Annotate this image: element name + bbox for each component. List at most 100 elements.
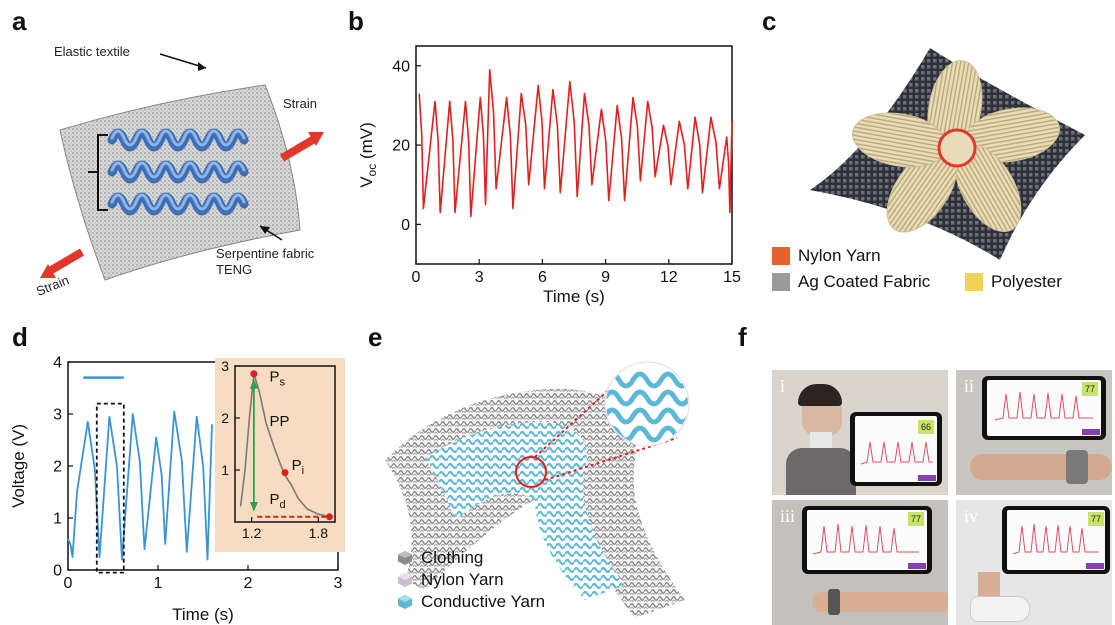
finger-sensor: [828, 589, 840, 615]
phone-display-iv: 77: [1002, 506, 1110, 574]
photo-ankle-monitoring: iv 77: [956, 500, 1112, 625]
hair: [798, 384, 842, 406]
voltage-ytick-label: 1: [53, 511, 62, 528]
serpentine-teng-illustration: [40, 53, 324, 281]
magnify-circle: [515, 456, 547, 488]
inset-xtick-label: 1.2: [242, 525, 262, 541]
finger: [812, 592, 948, 612]
e-legend-item-conductive: Conductive Yarn: [397, 592, 545, 612]
inset-arrow-head-up: [249, 379, 258, 389]
photo-neck-monitoring: i 66: [772, 370, 948, 495]
e-legend-label-conductive: Conductive Yarn: [421, 592, 546, 611]
panel-label-f: f: [738, 322, 747, 352]
voc-xtick-label: 15: [723, 269, 741, 286]
voc-xtick-label: 12: [660, 269, 678, 286]
shirt: [786, 448, 856, 495]
inset-plot-frame: [234, 365, 336, 523]
phone-display-i: 66: [850, 412, 942, 486]
legend-swatch-ag-fabric: [772, 273, 790, 291]
cube-icon-conductive: [398, 595, 412, 609]
photo-numeral-i: i: [780, 376, 786, 396]
legend-item-nylon: Nylon Yarn: [772, 246, 881, 266]
legend-label-polyester: Polyester: [991, 272, 1062, 291]
polyester-petals: [852, 60, 1060, 233]
wrist-sensor: [1066, 450, 1088, 484]
voc-ytick-label: 0: [401, 217, 410, 234]
photo-numeral-ii: ii: [964, 376, 975, 396]
inset-ytick-label: 2: [221, 410, 229, 426]
heart-rate-badge-iv: 77: [1088, 512, 1104, 526]
heart-rate-badge-ii: 77: [1082, 382, 1098, 396]
voc-xtick-label: 9: [601, 269, 610, 286]
e-legend-item-clothing: Clothing: [397, 548, 483, 568]
inset-marker: [250, 370, 258, 378]
voltage-series-line: [67, 410, 213, 561]
voc-ytick-label: 40: [392, 58, 410, 75]
legend-label-ag-fabric: Ag Coated Fabric: [798, 272, 931, 291]
heart-rate-badge-i: 66: [918, 420, 934, 434]
flower-fabric-illustration: [810, 48, 1085, 260]
voltage-ytick-label: 0: [53, 563, 62, 580]
photo-numeral-iv: iv: [964, 506, 979, 526]
voc-xtick-label: 6: [538, 269, 547, 286]
inset-label-ps: Ps: [269, 369, 285, 389]
legend-label-nylon: Nylon Yarn: [798, 246, 881, 265]
electrode-bracket: [88, 134, 108, 211]
inset-label-pd: Pd: [269, 491, 285, 511]
panel-label-b: b: [348, 6, 364, 36]
elastic-textile-label: Elastic textile: [54, 44, 130, 59]
legend-swatch-nylon: [772, 247, 790, 265]
teng-label-line1: Serpentine fabric: [216, 246, 315, 261]
voltage-ylabel: Voltage (V): [9, 424, 28, 508]
wrist: [970, 454, 1112, 480]
panel-label-e: e: [368, 322, 383, 352]
phone-display-ii: 77: [982, 376, 1106, 440]
inset-marker: [281, 469, 289, 477]
photo-numeral-iii: iii: [780, 506, 796, 526]
neck-sensor: [810, 432, 832, 450]
e-legend-label-clothing: Clothing: [421, 548, 484, 567]
knit-clothing-illustration: [385, 361, 690, 618]
sock-sensor: [970, 596, 1030, 622]
photo-finger-monitoring: iii 77: [772, 500, 948, 625]
legend-item-ag-fabric: Ag Coated Fabric: [772, 272, 930, 292]
phone-display-iii: 77: [802, 506, 932, 574]
teng-label-line2: TENG: [216, 262, 253, 277]
voltage-ytick-label: 2: [53, 459, 62, 476]
panel-label-a: a: [12, 6, 27, 36]
voltage-ytick-label: 3: [53, 407, 62, 424]
inset-ytick-label: 1: [221, 462, 229, 478]
voc-chart: 0 3 6 9 12 15 0 20 40 Time (s) Voc (mV): [357, 45, 741, 306]
inset-label-pp: PP: [269, 413, 289, 430]
voltage-xtick-label: 1: [154, 575, 163, 592]
cube-icon-clothing: [398, 551, 412, 565]
voltage-xtick-label: 2: [244, 575, 253, 592]
inset-xtick-label: 1.8: [309, 525, 329, 541]
photo-wrist-monitoring: ii 77: [956, 370, 1112, 495]
conductive-yarn-band: [425, 421, 625, 600]
panel-label-d: d: [12, 322, 28, 352]
voc-series-line: [418, 69, 733, 218]
inset-arrow-head-down: [249, 502, 258, 512]
nylon-yarn-center: [937, 128, 977, 168]
voltage-xlabel: Time (s): [172, 605, 234, 624]
voc-xtick-label: 0: [412, 269, 421, 286]
e-legend-item-nylon: Nylon Yarn: [397, 570, 504, 590]
panel-label-c: c: [762, 6, 777, 36]
legend-swatch-polyester: [965, 273, 983, 291]
voltage-xtick-label: 0: [64, 575, 73, 592]
voltage-chart: 0 1 2 3 0 1 2 3 4 Time (s) Voltage (V) 1.2 1.8 1 2 3 Ps P…: [9, 355, 345, 624]
voltage-ytick-label: 4: [53, 355, 62, 372]
inset-background: [215, 358, 345, 552]
inset-ytick-label: 3: [221, 358, 229, 374]
voc-xlabel: Time (s): [543, 287, 605, 306]
voltage-xtick-label: 3: [334, 575, 343, 592]
inset-series-line: [239, 373, 330, 518]
voc-ylabel: Voc (mV): [357, 122, 379, 188]
voc-ytick-label: 20: [392, 138, 410, 155]
inset-marker: [325, 513, 333, 521]
e-legend-label-nylon: Nylon Yarn: [421, 570, 504, 589]
cube-icon-nylon: [398, 573, 412, 587]
heart-rate-badge-iii: 77: [908, 512, 924, 526]
strain-right-label: Strain: [283, 96, 317, 111]
